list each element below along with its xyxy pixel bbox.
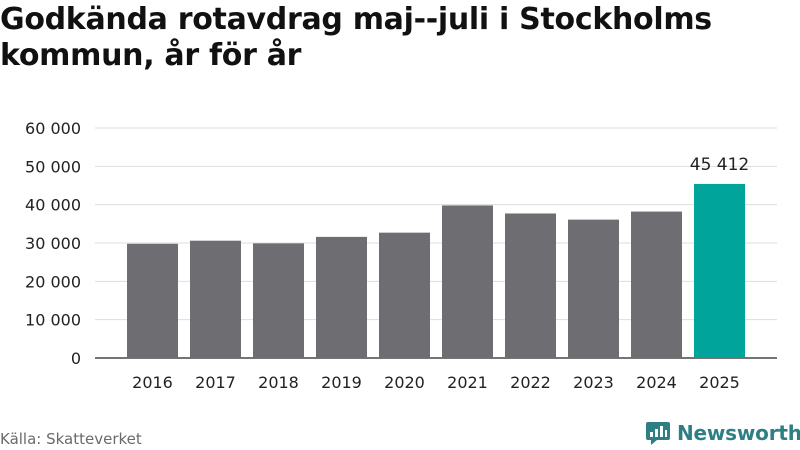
source-note: Källa: Skatteverket <box>0 430 142 448</box>
y-tick-label: 0 <box>71 349 81 368</box>
bar-2020 <box>379 232 430 358</box>
x-tick-label: 2020 <box>384 373 425 392</box>
data-label-2025: 45 412 <box>690 155 749 175</box>
x-tick-label: 2021 <box>447 373 488 392</box>
bar-2024 <box>631 211 682 358</box>
bar-2021 <box>442 205 493 358</box>
bar-2018 <box>253 243 304 358</box>
x-tick-label: 2016 <box>132 373 173 392</box>
bar-2017 <box>190 240 241 358</box>
x-tick-label: 2024 <box>636 373 677 392</box>
chart-title: Godkända rotavdrag maj--juli i Stockholm… <box>0 2 712 73</box>
newsworthy-logo: Newsworthy <box>645 420 800 446</box>
y-tick-label: 40 000 <box>25 196 81 215</box>
y-tick-label: 10 000 <box>25 311 81 330</box>
bars <box>127 183 745 358</box>
x-tick-label: 2023 <box>573 373 614 392</box>
bar-2025 <box>694 183 745 358</box>
x-tick-label: 2022 <box>510 373 551 392</box>
bar-2016 <box>127 243 178 358</box>
y-tick-label: 60 000 <box>25 119 81 138</box>
x-tick-label: 2018 <box>258 373 299 392</box>
bar-2022 <box>505 213 556 358</box>
y-tick-label: 20 000 <box>25 272 81 291</box>
y-axis-tick-labels: 0 10 000 20 000 30 000 40 000 50 000 60 000 <box>25 119 81 368</box>
bar-2019 <box>316 236 367 358</box>
x-axis-tick-labels: 2016 2017 2018 2019 2020 2021 2022 2023 2024 2025 <box>132 373 740 392</box>
y-tick-label: 30 000 <box>25 234 81 253</box>
x-tick-label: 2017 <box>195 373 236 392</box>
newsworthy-logo-icon <box>646 422 670 445</box>
y-tick-label: 50 000 <box>25 157 81 176</box>
bar-2023 <box>568 219 619 358</box>
data-labels: 45 412 <box>690 155 749 175</box>
x-tick-label: 2025 <box>699 373 740 392</box>
brand-name: Newsworthy <box>677 421 800 445</box>
x-tick-label: 2019 <box>321 373 362 392</box>
